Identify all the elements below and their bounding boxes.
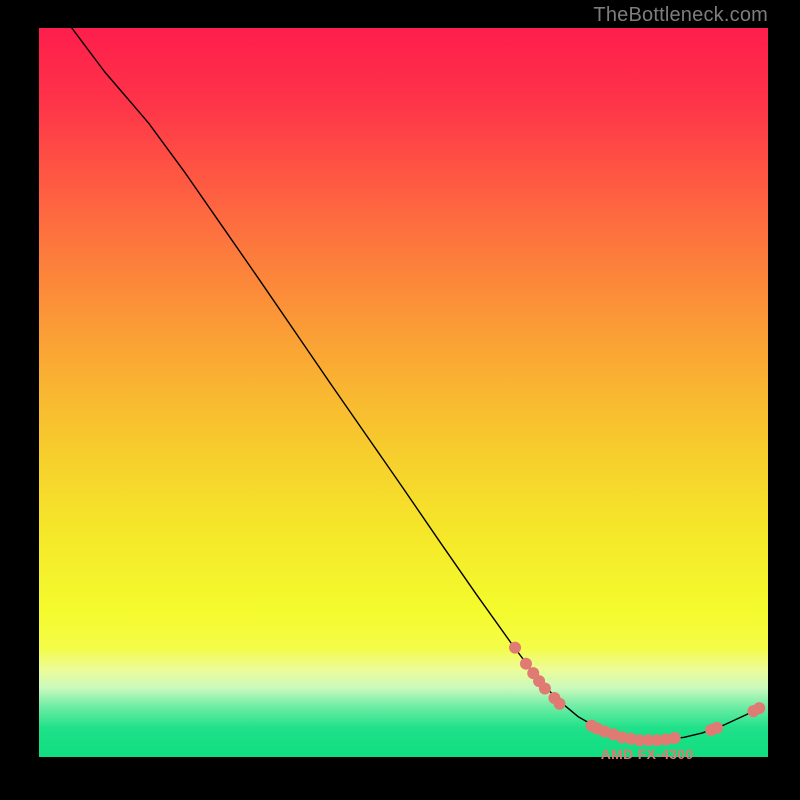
scatter-point [509, 642, 521, 654]
series-label: AMD FX-4300 [601, 746, 694, 762]
scatter-point [539, 682, 551, 694]
scatter-point [669, 732, 681, 744]
bottleneck-chart [39, 28, 768, 757]
scatter-point [711, 722, 723, 734]
scatter-point [753, 702, 765, 714]
chart-background [39, 28, 768, 757]
scatter-point [520, 658, 532, 670]
watermark-text: TheBottleneck.com [593, 4, 768, 27]
scatter-point [554, 698, 566, 710]
